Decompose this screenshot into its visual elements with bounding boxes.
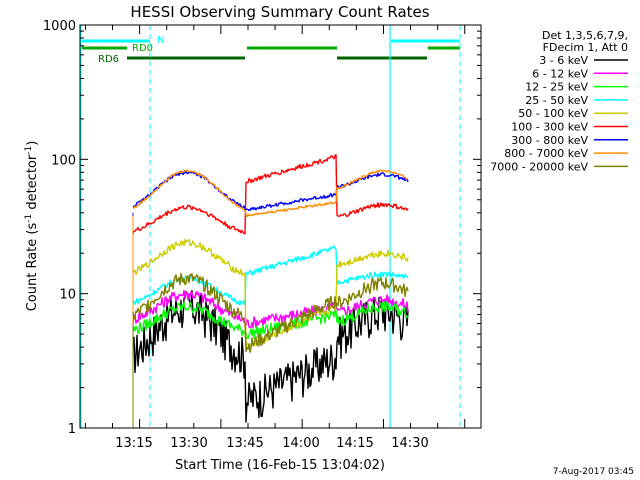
series-line [132, 272, 409, 353]
legend-entry-label: 12 - 25 keV [525, 81, 588, 94]
series-line [132, 153, 409, 235]
y-axis-label-sup1: -1 [24, 214, 34, 223]
x-tick-label: 13:15 [115, 436, 152, 451]
x-tick-label: 14:15 [336, 436, 373, 451]
series-line [132, 300, 409, 340]
x-tick-label: 13:30 [170, 436, 207, 451]
legend-entry-label: 25 - 50 keV [525, 94, 588, 107]
saa-night-lines [80, 25, 461, 428]
plot-frame [79, 24, 482, 429]
legend-entry-label: 3 - 6 keV [539, 54, 588, 67]
flag-bars: N RD0 RD6 [82, 35, 460, 65]
series-line [132, 289, 409, 423]
y-tick-label: 10 [59, 288, 76, 303]
x-tick-label: 14:00 [282, 436, 319, 451]
legend-entry-label: 7000 - 20000 keV [490, 160, 588, 173]
x-axis-label: Start Time (16-Feb-15 13:04:02) [175, 458, 385, 473]
x-tick-label: 14:30 [391, 436, 428, 451]
x-axis: 13:15 13:30 13:45 14:00 14:15 14:30 [84, 25, 466, 451]
flag-label-rd6: RD6 [98, 54, 119, 65]
footer-date: 7-Aug-2017 03:45 [553, 467, 634, 477]
y-axis: 1 10 100 1000 [43, 19, 481, 437]
y-axis-label-mid: detector [25, 154, 40, 214]
y-axis-label: Count Rate (s-1 detector-1) [24, 141, 40, 312]
y-tick-label: 1000 [43, 19, 76, 34]
legend: Det 1,3,5,6,7,9, FDecim 1, Att 0 3 - 6 k… [490, 29, 628, 173]
legend-entry-label: 800 - 7000 keV [504, 147, 588, 160]
y-tick-label: 1 [68, 422, 76, 437]
flag-label-rd0: RD0 [132, 43, 153, 54]
legend-entry-label: 6 - 12 keV [532, 67, 588, 80]
y-axis-label-end: ) [25, 141, 40, 146]
series-group [132, 153, 409, 428]
legend-entry-label: 300 - 800 keV [511, 134, 588, 147]
series-line [132, 169, 409, 218]
legend-entry-label: 50 - 100 keV [518, 107, 588, 120]
chart-title: HESSI Observing Summary Count Rates [130, 3, 429, 21]
y-axis-label-main: Count Rate (s [25, 223, 40, 312]
y-tick-label: 100 [51, 153, 76, 168]
legend-entry-label: 100 - 300 keV [511, 121, 588, 134]
flag-label-n: N [157, 35, 164, 46]
legend-header-line-1: Det 1,3,5,6,7,9, [542, 29, 628, 42]
series-line [132, 170, 409, 212]
legend-header-line-2: FDecim 1, Att 0 [543, 41, 628, 54]
x-tick-label: 13:45 [226, 436, 263, 451]
y-axis-label-sup2: -1 [24, 146, 34, 155]
